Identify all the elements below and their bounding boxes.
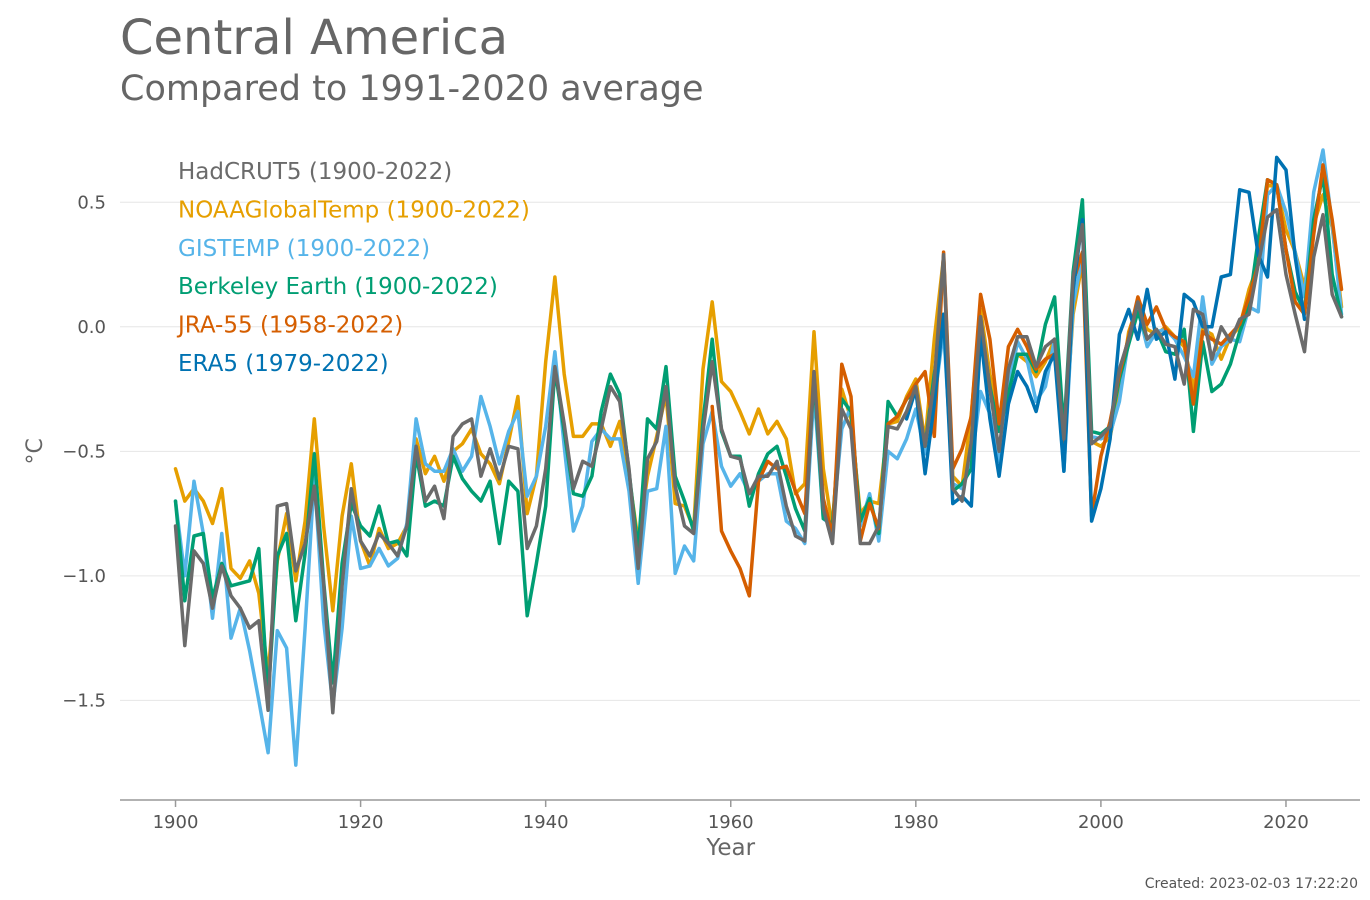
x-tick-label: 2020 (1263, 812, 1309, 833)
legend-entry: GISTEMP (1900-2022) (178, 236, 430, 262)
legend-entry: Berkeley Earth (1900-2022) (178, 274, 498, 300)
legend-entry: JRA-55 (1958-2022) (176, 313, 403, 339)
series-line (904, 155, 1307, 523)
y-tick-label: −1.0 (62, 566, 106, 587)
x-tick-label: 1960 (708, 812, 754, 833)
x-tick-label: 1940 (523, 812, 569, 833)
y-tick-label: −1.5 (62, 690, 106, 711)
x-tick-label: 1900 (153, 812, 199, 833)
series-line (173, 207, 1344, 715)
created-timestamp: Created: 2023-02-03 17:22:20 (1144, 876, 1358, 892)
y-axis-label: °C (23, 438, 48, 464)
x-axis: 1900 1920 1940 1960 1980 2000 2020 (120, 799, 1360, 833)
legend: HadCRUT5 (1900-2022) NOAAGlobalTemp (1900… (176, 159, 530, 377)
x-tick-label: 2000 (1078, 812, 1124, 833)
y-axis-ticks: 0.5 0.0 −0.5 −1.0 −1.5 (62, 192, 106, 711)
y-tick-label: 0.5 (77, 192, 106, 213)
x-axis-label: Year (705, 835, 755, 861)
legend-entry: HadCRUT5 (1900-2022) (178, 159, 452, 185)
chart-title: Central America (120, 10, 509, 66)
legend-entry: ERA5 (1979-2022) (178, 351, 389, 377)
y-tick-label: 0.0 (77, 317, 106, 338)
x-tick-label: 1920 (338, 812, 384, 833)
chart-subtitle: Compared to 1991-2020 average (120, 69, 704, 109)
legend-entry: NOAAGlobalTemp (1900-2022) (178, 197, 530, 223)
series-lines (173, 148, 1344, 767)
x-tick-label: 1980 (893, 812, 939, 833)
y-tick-label: −0.5 (62, 441, 106, 462)
